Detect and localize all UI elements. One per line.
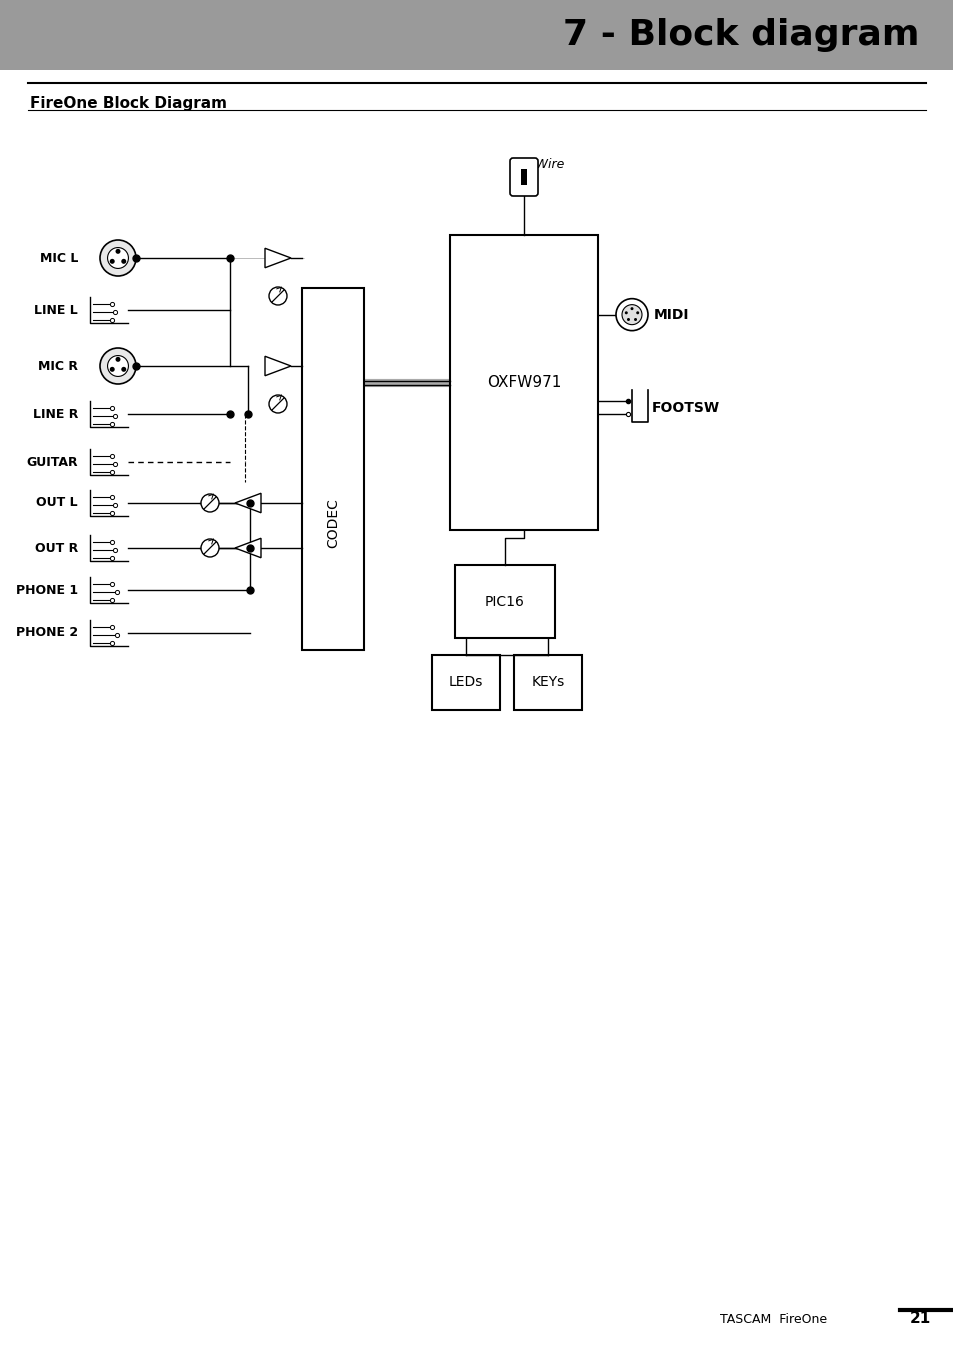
Bar <box>514 655 581 710</box>
Circle shape <box>616 299 647 330</box>
Text: FireWire: FireWire <box>513 159 564 171</box>
Bar <box>455 565 555 638</box>
Bar <box>0 0 953 70</box>
Circle shape <box>634 318 637 321</box>
Text: TASCAM  FireOne: TASCAM FireOne <box>720 1313 826 1326</box>
Circle shape <box>269 395 287 412</box>
Bar <box>302 288 364 650</box>
Circle shape <box>100 240 136 276</box>
Circle shape <box>626 318 629 321</box>
Circle shape <box>115 249 120 253</box>
Text: GUITAR: GUITAR <box>27 456 78 469</box>
Circle shape <box>201 493 219 512</box>
Text: MIDI: MIDI <box>654 307 689 322</box>
Text: LEDs: LEDs <box>448 675 482 689</box>
Circle shape <box>121 367 126 372</box>
Polygon shape <box>234 538 261 558</box>
Text: MIC R: MIC R <box>38 360 78 372</box>
Polygon shape <box>265 248 291 268</box>
Text: 7 - Block diagram: 7 - Block diagram <box>563 18 919 53</box>
Circle shape <box>110 259 114 264</box>
Text: FOOTSW: FOOTSW <box>651 402 720 415</box>
Circle shape <box>269 287 287 305</box>
Text: LINE L: LINE L <box>34 303 78 317</box>
Circle shape <box>121 259 126 264</box>
Text: PHONE 2: PHONE 2 <box>16 627 78 639</box>
Circle shape <box>621 305 641 325</box>
Text: OXFW971: OXFW971 <box>486 375 560 390</box>
Text: MIC L: MIC L <box>40 252 78 264</box>
Circle shape <box>624 311 627 314</box>
Circle shape <box>110 367 114 372</box>
Text: KEYs: KEYs <box>531 675 564 689</box>
Circle shape <box>201 539 219 557</box>
Circle shape <box>108 248 129 268</box>
Text: FireOne Block Diagram: FireOne Block Diagram <box>30 96 227 111</box>
Polygon shape <box>265 356 291 376</box>
Text: 21: 21 <box>909 1312 930 1326</box>
Circle shape <box>630 307 633 310</box>
FancyBboxPatch shape <box>510 158 537 195</box>
Text: PIC16: PIC16 <box>484 594 524 608</box>
Circle shape <box>115 357 120 361</box>
Text: OUT L: OUT L <box>36 496 78 510</box>
Circle shape <box>636 311 639 314</box>
Bar <box>450 235 598 530</box>
Bar <box>520 168 526 185</box>
Bar <box>432 655 499 710</box>
Circle shape <box>108 356 129 376</box>
Text: PHONE 1: PHONE 1 <box>16 584 78 597</box>
Text: CODEC: CODEC <box>326 499 339 549</box>
Text: OUT R: OUT R <box>34 542 78 554</box>
Polygon shape <box>234 493 261 512</box>
Circle shape <box>100 348 136 384</box>
Text: LINE R: LINE R <box>32 407 78 421</box>
